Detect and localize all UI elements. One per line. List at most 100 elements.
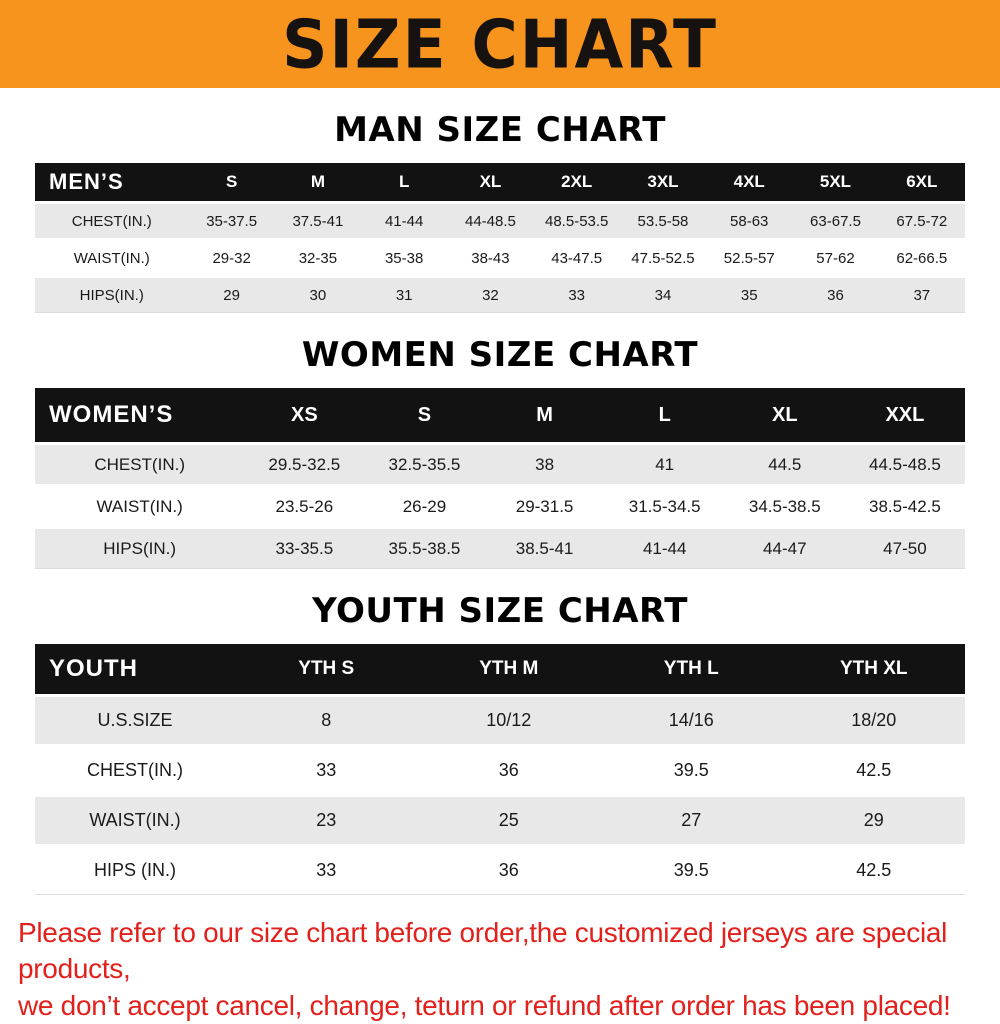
table-corner-label: MEN’S [35, 163, 189, 203]
measurement-row: CHEST(IN.) 33 36 39.5 42.5 [35, 745, 965, 796]
size-column-header: 2XL [533, 163, 620, 203]
size-column-header: XXL [844, 388, 965, 444]
size-value: 35-37.5 [206, 212, 258, 230]
size-column-header: YTH XL [782, 644, 965, 696]
size-value: 35-38 [384, 249, 424, 267]
size-value: 38 [535, 454, 555, 474]
size-value: 42.5 [856, 860, 892, 880]
men-size-section: MAN SIZE CHART MEN’S S M L XL 2XL 3XL 4XL 5XL 6XL… [0, 110, 1000, 313]
size-value: 62-66.5 [896, 249, 948, 267]
size-chart-content: MAN SIZE CHART MEN’S S M L XL 2XL 3XL 4XL 5XL 6XL… [0, 110, 1000, 1024]
measurement-label: CHEST(IN.) [94, 454, 185, 474]
size-value: 44.5 [768, 454, 802, 474]
measurement-label: HIPS (IN.) [93, 860, 176, 880]
measurement-label: CHEST(IN.) [71, 212, 152, 230]
size-value: 27 [681, 810, 702, 830]
size-value: 29 [223, 286, 240, 304]
size-value: 47-50 [883, 538, 927, 558]
table-corner-label: WOMEN’S [35, 388, 245, 444]
size-value: 18/20 [851, 710, 897, 730]
size-value: 39.5 [673, 860, 709, 880]
size-column-header: XL [447, 163, 534, 203]
size-value: 63-67.5 [810, 212, 861, 230]
measurement-row: HIPS (IN.) 33 36 39.5 42.5 [35, 845, 965, 895]
size-value: 36 [498, 860, 519, 880]
measurement-label: U.S.SIZE [97, 710, 173, 730]
size-value: 41 [655, 454, 675, 474]
size-column-header: 5XL [792, 163, 879, 203]
size-column-header: YTH S [235, 644, 418, 696]
size-column-header: YTH L [600, 644, 783, 696]
size-value: 34.5-38.5 [748, 496, 821, 516]
size-value: 34 [654, 286, 672, 304]
size-value: 31.5-34.5 [628, 496, 701, 516]
women-size-table: WOMEN’S XS S M L XL XXL CHEST(IN.) 29.5-32.5 32.5… [35, 388, 965, 569]
size-value: 33 [568, 286, 586, 304]
size-value: 38.5-42.5 [869, 496, 941, 516]
size-value: 67.5-72 [896, 212, 948, 230]
size-column-header: S [364, 388, 485, 444]
youth-section-heading: YOUTH SIZE CHART [312, 591, 688, 631]
size-value: 29 [863, 810, 884, 830]
disclaimer-line-2: we don’t accept cancel, change, teturn o… [18, 989, 951, 1021]
size-value: 39.5 [673, 760, 709, 780]
size-value: 8 [321, 710, 332, 730]
size-value: 33-35.5 [275, 538, 334, 558]
order-disclaimer: Please refer to our size chart before or… [18, 915, 982, 1024]
size-column-header: 6XL [878, 163, 965, 203]
measurement-row: WAIST(IN.) 23 25 27 29 [35, 795, 965, 846]
size-value: 35.5-38.5 [388, 538, 461, 558]
size-value: 37 [913, 286, 931, 304]
size-column-header: 3XL [619, 163, 707, 203]
measurement-label: WAIST(IN.) [89, 810, 181, 830]
table-header-row: MEN’S S M L XL 2XL 3XL 4XL 5XL 6XL [35, 163, 965, 203]
measurement-row: WAIST(IN.) 23.5-26 26-29 29-31.5 31.5-34.5 34… [35, 485, 965, 528]
measurement-row: WAIST(IN.) 29-32 32-35 35-38 38-43 43-47.5 47.… [35, 239, 965, 277]
table-header-row: YOUTH YTH S YTH M YTH L YTH XL [35, 644, 965, 696]
measurement-row: CHEST(IN.) 29.5-32.5 32.5-35.5 38 41 44.5 44.5… [35, 443, 965, 486]
size-value: 33 [316, 760, 337, 780]
men-size-table: MEN’S S M L XL 2XL 3XL 4XL 5XL 6XL CHEST(IN.) 35-37… [35, 163, 965, 313]
size-chart-banner: SIZE CHART [0, 0, 1000, 88]
measurement-label: HIPS(IN.) [103, 538, 177, 558]
size-value: 41-44 [384, 212, 424, 230]
disclaimer-line-1: Please refer to our size chart before or… [18, 917, 948, 985]
size-column-header: 4XL [706, 163, 793, 203]
measurement-row: U.S.SIZE 8 10/12 14/16 18/20 [35, 695, 965, 746]
table-header-row: WOMEN’S XS S M L XL XXL [35, 388, 965, 444]
size-value: 42.5 [856, 760, 892, 780]
size-value: 47.5-52.5 [631, 249, 695, 267]
size-value: 30 [309, 286, 327, 304]
size-value: 29-32 [212, 249, 251, 267]
size-value: 48.5-53.5 [545, 212, 609, 230]
table-corner-label: YOUTH [35, 644, 235, 696]
size-value: 26-29 [402, 496, 447, 516]
size-value: 36 [827, 286, 844, 304]
size-value: 52.5-57 [723, 249, 775, 267]
measurement-label: WAIST(IN.) [96, 496, 183, 516]
size-value: 35 [740, 286, 758, 304]
size-value: 38.5-41 [515, 538, 574, 558]
size-value: 36 [498, 760, 519, 780]
measurement-label: HIPS(IN.) [79, 286, 144, 304]
size-column-header: XL [724, 388, 845, 444]
youth-size-table: YOUTH YTH S YTH M YTH L YTH XL U.S.SIZE 8 10/12… [35, 644, 965, 895]
banner-title: SIZE CHART [282, 5, 718, 83]
size-value: 32-35 [298, 249, 338, 267]
measurement-label: CHEST(IN.) [87, 760, 183, 780]
size-value: 25 [498, 810, 519, 830]
size-column-header: XS [244, 388, 365, 444]
measurement-row: CHEST(IN.) 35-37.5 37.5-41 41-44 44-48.5 48.5… [35, 202, 965, 240]
size-value: 53.5-58 [637, 212, 689, 230]
women-section-heading: WOMEN SIZE CHART [301, 335, 699, 375]
size-value: 14/16 [668, 710, 714, 730]
size-value: 29-31.5 [515, 496, 574, 516]
size-value: 44.5-48.5 [869, 454, 941, 474]
size-column-header: M [484, 388, 605, 444]
size-value: 43-47.5 [551, 249, 603, 267]
size-value: 58-63 [730, 212, 769, 230]
size-column-header: YTH M [417, 644, 600, 696]
size-column-header: L [604, 388, 725, 444]
size-value: 23 [316, 810, 337, 830]
size-column-header: L [361, 163, 448, 203]
